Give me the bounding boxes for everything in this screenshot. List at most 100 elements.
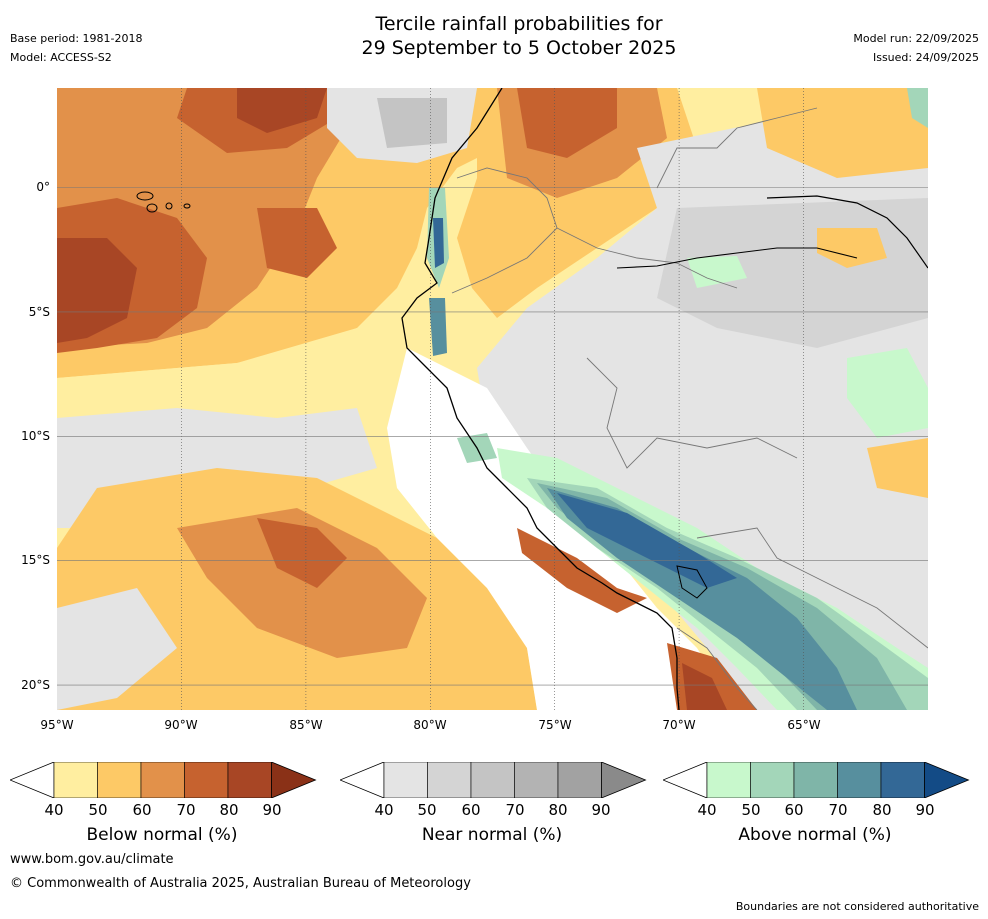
title-line-2: 29 September to 5 October 2025 bbox=[361, 37, 677, 59]
border-colombia-venezuela bbox=[656, 107, 818, 189]
legend-tick: 40 bbox=[697, 801, 717, 819]
legend-swatch bbox=[514, 762, 559, 798]
near-normal-label: Near normal (%) bbox=[421, 825, 563, 845]
legend-underflow-cap bbox=[663, 762, 708, 798]
lon-label-80w: 80°W bbox=[413, 718, 447, 732]
model-name: Model: ACCESS-S2 bbox=[10, 51, 112, 64]
lake-titicaca bbox=[676, 565, 708, 599]
legend-swatch bbox=[706, 762, 751, 798]
lat-label-15s: 15°S bbox=[21, 553, 50, 567]
legend-tick: 90 bbox=[915, 801, 935, 819]
below-normal-colorbar bbox=[10, 762, 317, 798]
near-normal-40-sw bbox=[57, 588, 177, 710]
legend-overflow-cap bbox=[924, 762, 970, 798]
above-normal-50-ne-corner bbox=[907, 88, 928, 128]
below-normal-50-far-ne bbox=[757, 88, 928, 178]
map-title: Tercile rainfall probabilities for 29 Se… bbox=[0, 12, 988, 60]
near-normal-colorbar bbox=[340, 762, 647, 798]
legend-tick: 70 bbox=[828, 801, 848, 819]
legend-tick: 50 bbox=[741, 801, 761, 819]
lon-label-90w: 90°W bbox=[164, 718, 198, 732]
above-normal-40-east bbox=[847, 348, 928, 438]
legend-tick: 50 bbox=[417, 801, 437, 819]
lat-label-20s: 20°S bbox=[21, 678, 50, 692]
below-normal-70-ne bbox=[517, 88, 617, 158]
legend-swatch bbox=[793, 762, 838, 798]
legend-swatch bbox=[184, 762, 229, 798]
legend-tick: 40 bbox=[44, 801, 64, 819]
border-bolivia bbox=[696, 527, 928, 649]
above-normal-80-andes bbox=[557, 493, 737, 588]
below-normal-60-s bbox=[177, 508, 427, 658]
legend-swatch bbox=[427, 762, 472, 798]
below-normal-50-blob-2 bbox=[867, 438, 928, 498]
legend-underflow-cap bbox=[10, 762, 55, 798]
lon-label-65w: 65°W bbox=[787, 718, 821, 732]
legend-tick: 60 bbox=[461, 801, 481, 819]
below-normal-70-s bbox=[257, 518, 347, 588]
lat-label-5s: 5°S bbox=[28, 305, 50, 319]
below-normal-80-n bbox=[237, 88, 327, 133]
legend-tick: 70 bbox=[176, 801, 196, 819]
legend-swatch bbox=[97, 762, 142, 798]
copyright-notice: © Commonwealth of Australia 2025, Austra… bbox=[10, 876, 471, 891]
country-borders bbox=[451, 107, 928, 710]
amazon-river bbox=[766, 195, 928, 269]
above-normal-colorbar bbox=[663, 762, 970, 798]
near-normal-70-n bbox=[377, 98, 447, 148]
border-chile-bolivia bbox=[676, 627, 758, 710]
title-line-1: Tercile rainfall probabilities for bbox=[375, 13, 663, 35]
border-ecuador bbox=[451, 167, 558, 294]
parallels bbox=[57, 187, 928, 686]
river-solimoes bbox=[616, 247, 858, 269]
base-period: Base period: 1981-2018 bbox=[10, 32, 143, 45]
legend-swatch bbox=[53, 762, 98, 798]
below-normal-80-chile bbox=[682, 663, 727, 710]
lon-label-70w: 70°W bbox=[662, 718, 696, 732]
border-peru-brazil bbox=[586, 357, 798, 469]
legend-swatch bbox=[837, 762, 882, 798]
below-normal-label: Below normal (%) bbox=[86, 825, 238, 845]
legend-tick: 60 bbox=[784, 801, 804, 819]
legend-tick: 80 bbox=[548, 801, 568, 819]
above-normal-70-streak-2 bbox=[429, 298, 447, 356]
below-normal-80-w bbox=[57, 238, 137, 343]
legend-swatch bbox=[383, 762, 428, 798]
legend-swatch bbox=[557, 762, 602, 798]
model-run-date: Model run: 22/09/2025 bbox=[853, 32, 979, 45]
legend-tick: 60 bbox=[132, 801, 152, 819]
above-normal-40-amazon bbox=[687, 256, 747, 288]
legend-underflow-cap bbox=[340, 762, 385, 798]
legend-swatch bbox=[227, 762, 272, 798]
legend-tick: 70 bbox=[505, 801, 525, 819]
legend-tick: 90 bbox=[262, 801, 282, 819]
legend-tick: 90 bbox=[591, 801, 611, 819]
website-link[interactable]: www.bom.gov.au/climate bbox=[10, 852, 174, 867]
legend-overflow-cap bbox=[601, 762, 647, 798]
probability-regions bbox=[57, 88, 928, 710]
legend-tick: 50 bbox=[88, 801, 108, 819]
above-normal-80-streak-1 bbox=[433, 218, 444, 268]
legend-tick: 80 bbox=[219, 801, 239, 819]
legend-tick: 40 bbox=[374, 801, 394, 819]
below-normal-50-blob-1 bbox=[817, 228, 887, 268]
galapagos-islands bbox=[136, 191, 191, 213]
issued-date: Issued: 24/09/2025 bbox=[872, 51, 979, 64]
border-colombia-peru bbox=[556, 227, 738, 289]
lon-label-95w: 95°W bbox=[40, 718, 74, 732]
lat-label-10s: 10°S bbox=[21, 429, 50, 443]
below-normal-70-c bbox=[257, 208, 337, 278]
above-normal-label: Above normal (%) bbox=[738, 825, 892, 845]
lon-label-85w: 85°W bbox=[289, 718, 323, 732]
probability-map bbox=[57, 88, 928, 710]
legend-swatch bbox=[750, 762, 795, 798]
legend-overflow-cap bbox=[271, 762, 317, 798]
legend-tick: 80 bbox=[872, 801, 892, 819]
lon-label-75w: 75°W bbox=[538, 718, 572, 732]
legend-swatch bbox=[140, 762, 185, 798]
coastline bbox=[401, 88, 680, 710]
lat-label-0: 0° bbox=[36, 180, 50, 194]
legend-swatch bbox=[880, 762, 925, 798]
map-canvas bbox=[57, 88, 928, 710]
legend-swatch bbox=[470, 762, 515, 798]
